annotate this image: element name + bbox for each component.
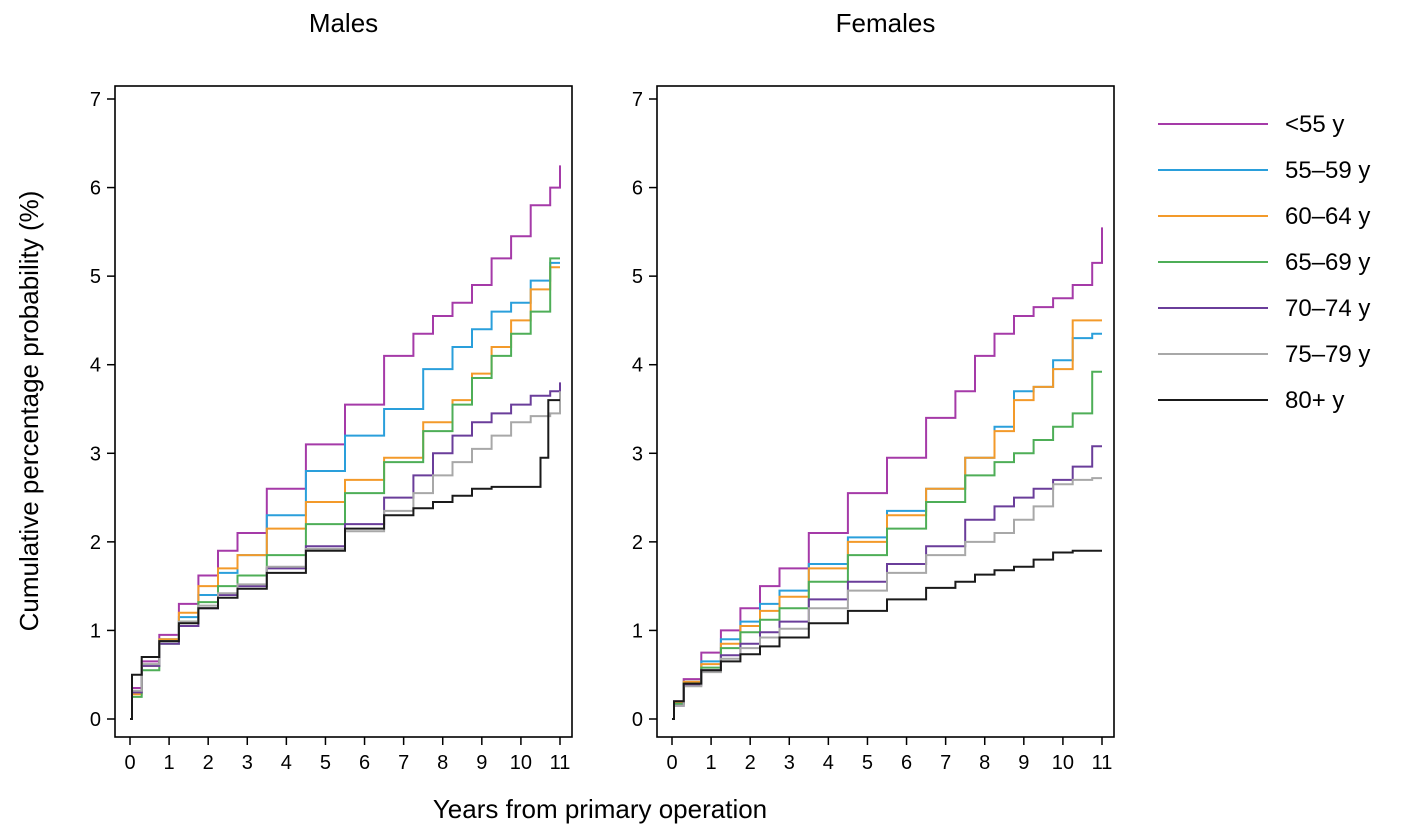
legend-label: 75–79 y [1285,341,1370,368]
x-tick-label: 1 [706,752,717,774]
legend-label: <55 y [1285,111,1344,138]
legend-entry: 70–74 y [1158,295,1370,322]
series-line [672,370,1102,720]
y-tick-label: 0 [632,709,643,731]
series-line [672,319,1102,720]
x-tick-label: 6 [901,752,912,774]
y-tick-label: 6 [632,178,643,200]
x-tick-label: 0 [666,752,677,774]
plot-frame [656,85,1115,738]
panel-title: Females [836,8,936,38]
y-tick-label: 6 [90,178,101,200]
x-tick-label: 2 [203,752,214,774]
x-tick-label: 1 [164,752,175,774]
y-tick-label: 3 [90,443,101,465]
x-tick-label: 6 [359,752,370,774]
y-tick-label: 5 [632,266,643,288]
y-tick-label: 7 [90,89,101,111]
x-tick-label: 11 [550,752,571,774]
series-line [130,399,560,720]
legend-entry: <55 y [1158,111,1344,138]
legend-label: 65–69 y [1285,249,1370,276]
y-axis-label: Cumulative percentage probability (%) [14,191,44,632]
y-tick-label: 1 [90,620,101,642]
series-line [130,266,560,720]
legend-entry: 75–79 y [1158,341,1370,368]
y-tick-label: 4 [632,355,643,377]
x-tick-label: 0 [124,752,135,774]
legend-entry: 65–69 y [1158,249,1370,276]
x-tick-label: 4 [281,752,292,774]
legend-label: 60–64 y [1285,203,1370,230]
legend: <55 y 55–59 y 60–64 y 65–69 y 70–74 y 75–79 y… [1158,111,1370,414]
x-tick-label: 8 [437,752,448,774]
x-tick-label: 8 [979,752,990,774]
series-line [672,227,1103,720]
x-tick-label: 10 [1052,752,1074,774]
legend-label: 55–59 y [1285,157,1370,184]
x-tick-label: 5 [320,752,331,774]
series-line [130,382,561,720]
y-tick-label: 5 [90,266,101,288]
plot-frame [114,85,573,738]
x-tick-label: 10 [510,752,532,774]
legend-label: 70–74 y [1285,295,1370,322]
y-tick-label: 7 [632,89,643,111]
panel-males: Males 0 1 2 3 4 5 6 7 0 1 2 3 4 5 6 7 8 9 10 11 [90,8,573,774]
legend-entry: 80+ y [1158,387,1344,414]
y-tick-label: 4 [90,355,101,377]
x-axis-label: Years from primary operation [433,794,767,824]
x-tick-label: 7 [940,752,951,774]
series-line [672,477,1102,720]
legend-entry: 55–59 y [1158,157,1370,184]
x-tick-label: 2 [745,752,756,774]
series-line [130,165,561,720]
y-tick-label: 1 [632,620,643,642]
panel-females: Females 0 1 2 3 4 5 6 7 0 1 2 3 4 5 6 7 8 9 10 11 [632,8,1115,774]
y-tick-label: 2 [90,532,101,554]
legend-label: 80+ y [1285,387,1344,414]
y-tick-label: 3 [632,443,643,465]
x-tick-label: 9 [1018,752,1029,774]
x-tick-label: 5 [862,752,873,774]
panel-title: Males [309,8,378,38]
legend-entry: 60–64 y [1158,203,1370,230]
x-tick-label: 4 [823,752,834,774]
x-tick-label: 11 [1092,752,1113,774]
x-tick-label: 7 [398,752,409,774]
x-tick-label: 3 [784,752,795,774]
y-tick-label: 0 [90,709,101,731]
x-tick-label: 9 [476,752,487,774]
series-line [672,549,1102,720]
x-tick-label: 3 [242,752,253,774]
y-tick-label: 2 [632,532,643,554]
